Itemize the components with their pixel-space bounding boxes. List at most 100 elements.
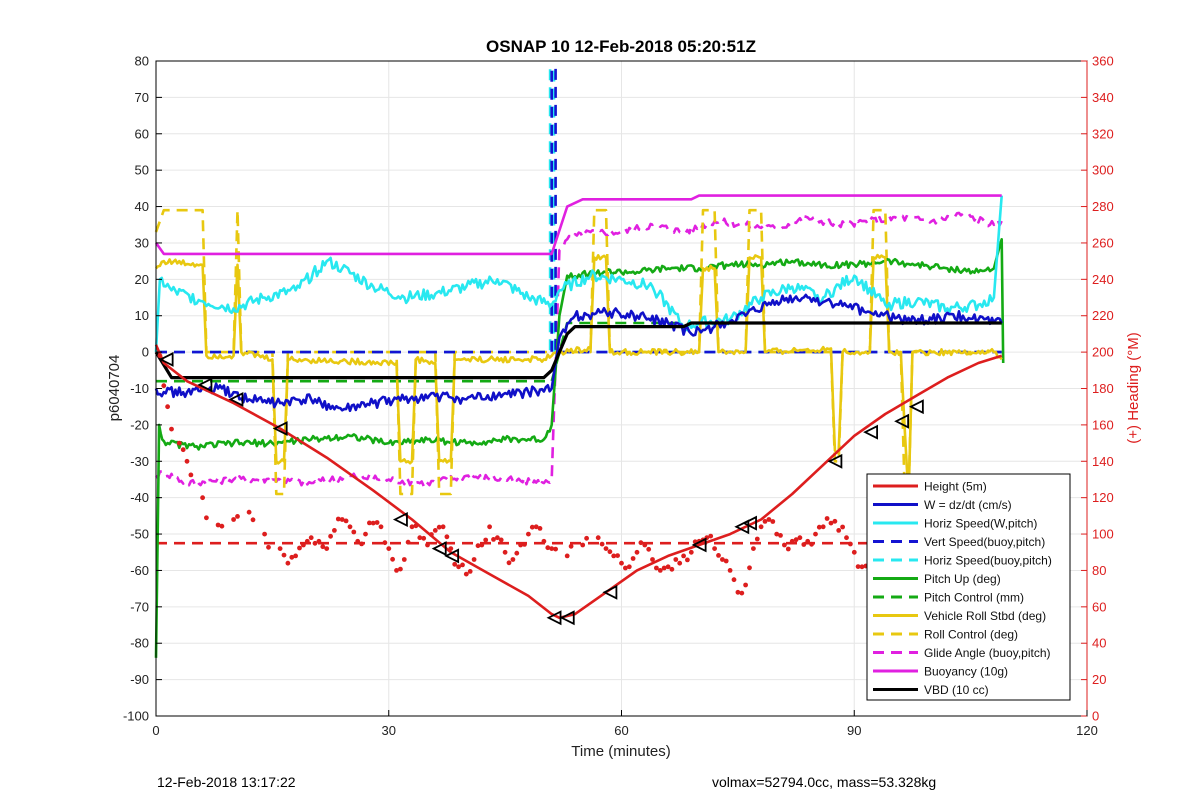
series-line-height	[154, 344, 1003, 620]
heading-point	[506, 560, 512, 566]
heading-point	[533, 524, 539, 530]
left-axis: -100-90-80-70-60-50-40-30-20-10010203040…	[123, 54, 162, 724]
height-marker	[392, 512, 408, 527]
heading-point	[793, 537, 799, 543]
heading-point	[824, 516, 830, 521]
heading-point	[436, 524, 442, 530]
heading-point	[549, 546, 555, 551]
heading-point	[665, 564, 671, 570]
heading-point	[615, 553, 620, 558]
heading-point	[720, 557, 725, 562]
y2-axis-label: (+) Heading (°M)	[1125, 332, 1142, 443]
heading-point	[840, 524, 845, 530]
heading-point	[642, 542, 648, 548]
heading-point	[316, 538, 322, 544]
heading-point	[611, 553, 617, 559]
y-tick-label: -70	[130, 599, 149, 614]
marker-layer	[158, 351, 924, 626]
series-line-horiz	[154, 195, 1003, 353]
heading-point	[405, 539, 411, 545]
heading-point	[813, 531, 818, 537]
heading-point	[219, 523, 225, 529]
heading-point	[537, 526, 543, 531]
heading-point	[204, 515, 209, 521]
heading-point	[619, 560, 624, 566]
series-line-buoyancy	[154, 194, 1002, 256]
heading-point	[297, 545, 302, 551]
heading-point	[456, 564, 461, 570]
heading-point	[758, 524, 764, 530]
y-tick-label: 10	[135, 308, 149, 323]
heading-point	[448, 546, 454, 551]
height-marker	[158, 351, 174, 367]
heading-point	[836, 528, 842, 533]
heading-point	[266, 544, 271, 550]
heading-point	[250, 517, 256, 523]
height-marker	[228, 391, 244, 407]
y2-tick-label: 260	[1092, 235, 1114, 250]
heading-point	[553, 546, 558, 552]
heading-point	[460, 562, 465, 568]
heading-point	[347, 524, 353, 530]
heading-point	[301, 542, 306, 548]
heading-point	[502, 549, 508, 555]
y2-tick-label: 80	[1092, 563, 1106, 578]
heading-point	[599, 541, 605, 547]
heading-point	[816, 524, 822, 530]
legend-label-roll_control: Roll Control (deg)	[924, 628, 1018, 642]
heading-point	[820, 524, 826, 530]
heading-point	[429, 532, 434, 537]
footer-timestamp: 12-Feb-2018 13:17:22	[157, 774, 296, 790]
y-tick-label: 0	[142, 345, 149, 360]
heading-point	[215, 522, 221, 528]
heading-point	[157, 353, 163, 359]
heading-point	[390, 556, 395, 562]
bottom-axis: 0 30 60 90 120	[152, 710, 1098, 738]
heading-point	[293, 553, 298, 559]
heading-point	[367, 520, 372, 526]
legend-label-pitch_control: Pitch Control (mm)	[924, 591, 1024, 605]
heading-point	[487, 524, 492, 530]
heading-point	[495, 535, 500, 541]
heading-point	[382, 540, 388, 546]
heading-point	[425, 542, 430, 548]
series-line-pitch_up	[154, 238, 1005, 658]
heading-point	[766, 517, 772, 522]
y2-tick-label: 160	[1092, 417, 1114, 432]
heading-point	[677, 560, 683, 566]
series-layer	[154, 67, 1005, 658]
heading-point	[184, 458, 190, 464]
height-marker	[602, 584, 618, 600]
heading-point	[638, 540, 644, 546]
heading-point	[801, 542, 807, 547]
y2-tick-label: 360	[1092, 54, 1114, 69]
heading-point	[285, 560, 291, 566]
heading-point	[378, 524, 384, 530]
heading-point	[246, 509, 252, 515]
heading-point	[498, 537, 504, 543]
heading-point	[324, 546, 330, 551]
heading-point	[541, 538, 547, 544]
heading-point	[277, 546, 283, 551]
x-axis-label: Time (minutes)	[571, 743, 670, 760]
heading-point	[339, 517, 345, 522]
y2-tick-label: 280	[1092, 199, 1114, 214]
heading-point	[584, 535, 589, 541]
heading-point	[568, 543, 574, 549]
heading-point	[828, 520, 834, 526]
heading-point	[200, 495, 206, 501]
heading-point	[475, 543, 481, 549]
legend-label-pitch_up: Pitch Up (deg)	[924, 572, 1001, 586]
heading-point	[564, 553, 570, 559]
heading-point	[281, 552, 287, 558]
heading-point	[630, 556, 636, 561]
x-tick-label: 0	[152, 723, 159, 738]
heading-point	[809, 541, 814, 547]
heading-point	[805, 538, 811, 544]
heading-point	[398, 566, 403, 572]
heading-point	[580, 542, 586, 548]
heading-point	[235, 514, 240, 519]
y2-tick-label: 180	[1092, 381, 1114, 396]
series-line-glide	[155, 211, 1003, 488]
heading-point	[650, 557, 655, 562]
